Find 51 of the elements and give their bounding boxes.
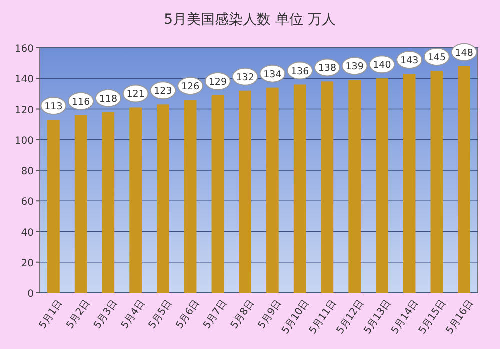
data-label: 143 — [400, 56, 419, 67]
y-tick-label: 160 — [14, 44, 34, 55]
y-tick-label: 60 — [21, 197, 34, 208]
bar — [239, 90, 252, 293]
bar — [403, 74, 416, 293]
data-label: 116 — [72, 96, 90, 108]
data-label: 129 — [208, 76, 228, 88]
x-tick-label: 5月1日 — [38, 298, 66, 332]
bar — [130, 108, 142, 293]
x-tick-label: 5月7日 — [202, 298, 230, 332]
bar — [430, 70, 444, 293]
data-label: 145 — [428, 52, 446, 64]
y-tick-label: 120 — [14, 105, 34, 116]
bar — [48, 120, 60, 293]
bar — [321, 82, 334, 293]
x-tick-label: 5月16日 — [444, 298, 476, 336]
data-label: 148 — [455, 48, 474, 59]
data-label: 138 — [318, 63, 337, 74]
data-label: 113 — [44, 101, 63, 112]
y-tick-label: 100 — [14, 136, 34, 147]
data-label: 134 — [264, 69, 282, 80]
bar — [348, 80, 361, 293]
x-tick-label: 5月8日 — [229, 298, 258, 332]
data-label: 132 — [236, 72, 254, 84]
data-label: 118 — [99, 94, 118, 105]
bar — [212, 95, 224, 293]
y-tick-label: 80 — [21, 166, 34, 178]
x-tick-label: 5月6日 — [174, 298, 202, 332]
data-label: 121 — [126, 89, 145, 100]
bar — [266, 88, 279, 293]
y-tick-label: 0 — [28, 289, 34, 300]
x-tick-label: 5月3日 — [92, 298, 120, 332]
data-label: 123 — [154, 86, 172, 98]
bar — [294, 84, 306, 293]
x-tick-label: 5月2日 — [64, 298, 93, 332]
x-tick-label: 5月4日 — [120, 298, 148, 332]
y-tick-label: 40 — [21, 228, 34, 239]
x-tick-label: 5月5日 — [147, 298, 175, 332]
bar — [184, 100, 197, 293]
data-label: 139 — [346, 62, 364, 73]
bar — [376, 78, 388, 293]
data-label: 136 — [290, 66, 310, 78]
data-label: 126 — [181, 82, 200, 93]
chart-title: 5月美国感染人数 单位 万人 — [164, 12, 336, 28]
bar — [102, 112, 115, 293]
bar — [458, 66, 470, 293]
bar — [157, 104, 170, 293]
y-tick-label: 140 — [14, 74, 34, 86]
data-label: 140 — [373, 60, 392, 72]
y-tick-label: 20 — [21, 258, 34, 270]
bar — [74, 115, 88, 293]
